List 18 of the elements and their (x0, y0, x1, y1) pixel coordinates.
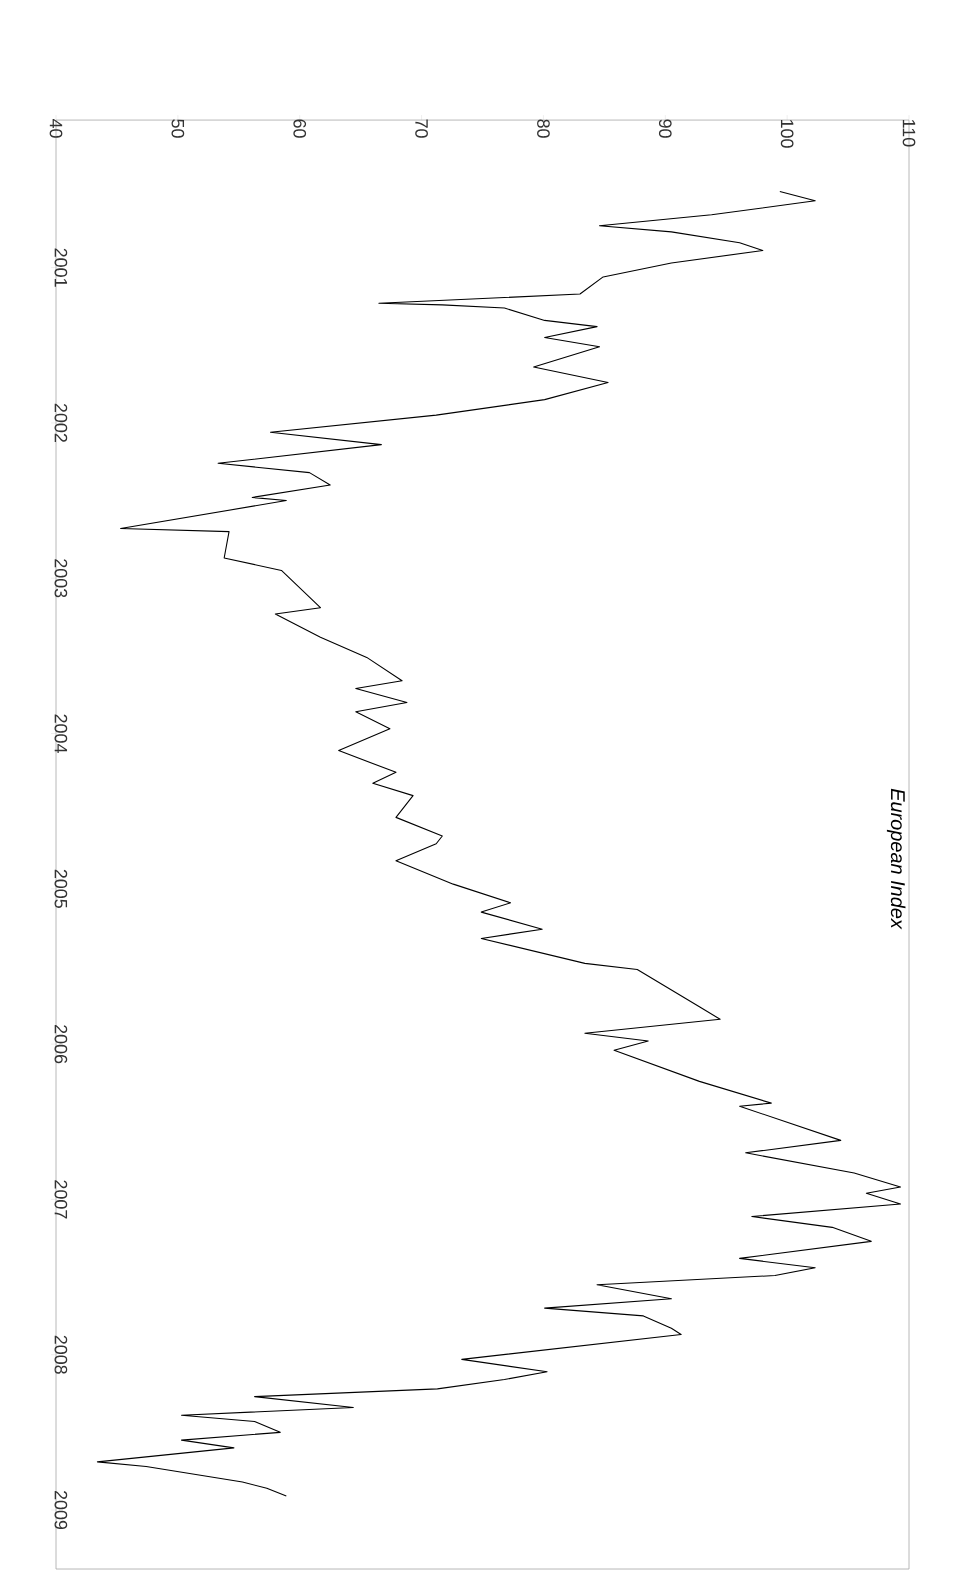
x-tick-label: 80 (537, 119, 550, 138)
x-tick-label: 70 (415, 119, 428, 138)
x-tick-label: 50 (171, 119, 185, 138)
x-tick-label: 100 (780, 119, 794, 148)
text: European Index (886, 788, 906, 930)
y-tick-label: 2007 (54, 1180, 68, 1219)
y-tick-label: 2004 (54, 714, 68, 753)
y-tick-label: 2008 (54, 1335, 68, 1374)
y-tick-label: 2001 (54, 248, 68, 287)
y-tick-label: 2006 (54, 1025, 68, 1064)
y-tick-label: 2005 (54, 869, 68, 908)
x-tick-label: 110 (902, 119, 916, 147)
x-tick-label: 90 (658, 119, 672, 138)
y-tick-label: 2002 (54, 403, 68, 442)
x-tick-label: 40 (49, 119, 63, 138)
y-tick-label: 2003 (54, 559, 68, 598)
x-tick-label: 60 (293, 119, 307, 138)
y-tick-label: 2009 (54, 1490, 68, 1530)
